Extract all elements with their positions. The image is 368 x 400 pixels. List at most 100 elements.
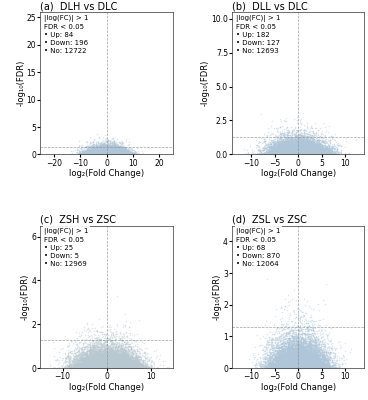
Point bbox=[106, 146, 112, 152]
Point bbox=[127, 364, 132, 370]
Point bbox=[276, 351, 282, 358]
Point bbox=[110, 151, 116, 158]
Point bbox=[105, 357, 111, 363]
Point bbox=[288, 355, 294, 362]
Point bbox=[286, 146, 292, 152]
Point bbox=[112, 355, 118, 361]
Point bbox=[92, 363, 98, 369]
Point bbox=[119, 357, 125, 364]
Point bbox=[322, 356, 328, 362]
Point bbox=[304, 364, 310, 371]
Point bbox=[120, 364, 126, 371]
Point bbox=[72, 363, 78, 369]
Point bbox=[295, 151, 301, 157]
Point bbox=[276, 149, 282, 156]
Point bbox=[309, 362, 315, 369]
Point bbox=[98, 149, 104, 155]
Point bbox=[308, 364, 314, 370]
Point bbox=[287, 352, 293, 359]
Point bbox=[292, 345, 298, 351]
Point bbox=[287, 360, 293, 367]
Point bbox=[284, 364, 290, 370]
Point bbox=[298, 361, 304, 367]
Point bbox=[293, 338, 298, 344]
Point bbox=[316, 150, 322, 156]
Point bbox=[278, 148, 284, 155]
Point bbox=[105, 149, 111, 155]
Point bbox=[282, 235, 288, 242]
Point bbox=[110, 151, 116, 158]
Point bbox=[307, 151, 313, 157]
Point bbox=[103, 148, 109, 154]
Point bbox=[88, 360, 94, 367]
Point bbox=[297, 150, 302, 157]
Point bbox=[328, 364, 333, 370]
Point bbox=[277, 356, 283, 363]
Point bbox=[319, 146, 325, 153]
Point bbox=[124, 362, 130, 369]
Point bbox=[275, 328, 281, 334]
Point bbox=[302, 148, 308, 154]
Point bbox=[293, 149, 298, 156]
Point bbox=[100, 147, 106, 154]
Point bbox=[111, 364, 117, 370]
Point bbox=[110, 357, 116, 364]
Point bbox=[107, 149, 113, 156]
Point bbox=[111, 151, 117, 157]
Point bbox=[286, 147, 292, 153]
Point bbox=[128, 362, 134, 369]
Point bbox=[304, 349, 309, 355]
Point bbox=[97, 150, 103, 156]
Point bbox=[310, 324, 316, 331]
Point bbox=[292, 150, 298, 157]
Point bbox=[288, 364, 294, 370]
Point bbox=[106, 336, 112, 342]
Point bbox=[113, 358, 119, 364]
Point bbox=[112, 150, 117, 156]
Point bbox=[284, 149, 290, 155]
Point bbox=[305, 364, 311, 371]
Point bbox=[108, 148, 114, 155]
Point bbox=[307, 354, 313, 360]
Point bbox=[103, 360, 109, 366]
Point bbox=[93, 357, 99, 364]
Point bbox=[273, 310, 279, 316]
Point bbox=[281, 151, 287, 157]
Point bbox=[123, 146, 128, 153]
Point bbox=[81, 150, 87, 157]
Point bbox=[269, 148, 275, 154]
Point bbox=[113, 150, 119, 157]
Point bbox=[305, 144, 311, 151]
Point bbox=[108, 147, 114, 154]
Point bbox=[304, 149, 309, 156]
Point bbox=[106, 146, 112, 153]
Point bbox=[287, 151, 293, 158]
Point bbox=[300, 363, 305, 370]
Point bbox=[272, 144, 278, 151]
Point bbox=[313, 352, 319, 358]
Point bbox=[291, 364, 297, 370]
Point bbox=[85, 151, 91, 157]
Point bbox=[298, 146, 304, 152]
Point bbox=[293, 150, 299, 156]
Point bbox=[108, 364, 114, 371]
Point bbox=[280, 150, 286, 156]
Point bbox=[94, 151, 100, 157]
Point bbox=[96, 353, 102, 360]
Point bbox=[269, 363, 275, 369]
Point bbox=[73, 329, 79, 335]
Point bbox=[304, 349, 309, 356]
Point bbox=[282, 362, 287, 369]
Point bbox=[109, 350, 115, 356]
Point bbox=[80, 364, 86, 371]
Point bbox=[298, 147, 304, 153]
Point bbox=[118, 150, 124, 156]
Point bbox=[276, 364, 282, 370]
Point bbox=[117, 148, 123, 154]
Point bbox=[97, 147, 103, 153]
Point bbox=[291, 141, 297, 148]
Point bbox=[106, 364, 112, 370]
Point bbox=[280, 351, 286, 358]
Point bbox=[96, 149, 102, 155]
Point bbox=[107, 364, 113, 370]
